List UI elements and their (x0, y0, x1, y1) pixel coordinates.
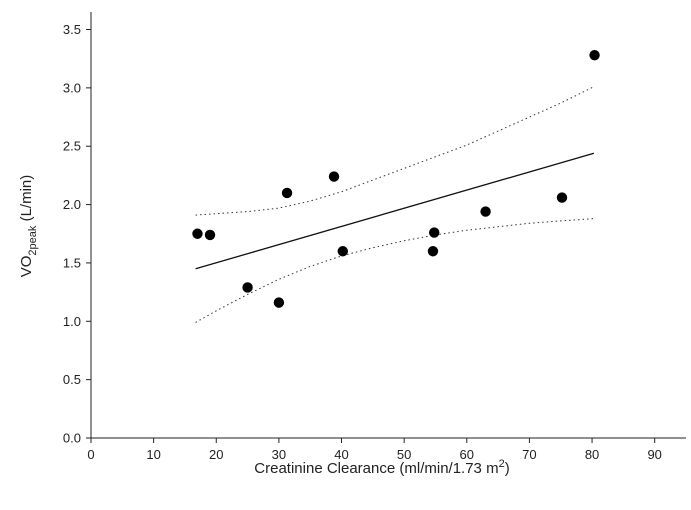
y-tick-label: 3.5 (63, 22, 81, 37)
data-point (427, 246, 439, 257)
y-axis-title: VO2peak (L/min) (18, 175, 39, 278)
upper-confidence-band (195, 86, 595, 216)
data-point (589, 49, 600, 61)
x-axis-ticks: 0 10 20 30 40 50 60 70 80 90 (87, 438, 662, 462)
x-tick-label: 50 (397, 447, 411, 462)
x-axis-title-sup: 2 (499, 458, 505, 470)
x-tick-label: 20 (209, 447, 223, 462)
y-tick-label: 0.0 (63, 431, 81, 446)
y-axis-title-main: VO (18, 256, 35, 278)
data-point (192, 228, 203, 239)
x-tick-label: 90 (647, 447, 661, 462)
y-tick-label: 2.0 (63, 197, 81, 212)
x-tick-label: 30 (272, 447, 286, 462)
x-axis-title-main: Creatinine Clearance (ml/min/1.73 m (254, 460, 498, 477)
x-tick-label: 10 (146, 447, 160, 462)
y-tick-label: 1.5 (63, 255, 81, 270)
x-tick-label: 60 (460, 447, 474, 462)
x-tick-label: 80 (585, 447, 599, 462)
y-tick-label: 0.5 (63, 372, 81, 387)
y-axis-title-sub: 2peak (27, 225, 39, 255)
data-point (328, 171, 340, 182)
data-point (480, 206, 491, 217)
data-point (429, 227, 440, 238)
y-tick-label: 1.0 (63, 314, 81, 329)
data-point (337, 246, 348, 257)
y-tick-label: 3.0 (63, 80, 81, 95)
x-axis-title-end: ) (505, 460, 510, 477)
data-point (204, 229, 216, 241)
data-point (242, 282, 253, 293)
x-tick-label: 40 (334, 447, 348, 462)
x-axis-title: Creatinine Clearance (ml/min/1.73 m2) (254, 458, 509, 477)
lower-confidence-band (195, 218, 594, 323)
regression-line (195, 152, 595, 270)
data-point (273, 297, 285, 308)
data-point (556, 192, 568, 203)
x-tick-label: 70 (522, 447, 536, 462)
y-tick-label: 2.5 (63, 139, 81, 154)
data-point (281, 187, 293, 199)
plot-area (192, 49, 600, 323)
y-axis-title-end: (L/min) (18, 175, 35, 226)
x-tick-label: 0 (87, 447, 94, 462)
y-axis-ticks: 0.0 0.5 1.0 1.5 2.0 2.5 3.0 3.5 (63, 22, 91, 446)
